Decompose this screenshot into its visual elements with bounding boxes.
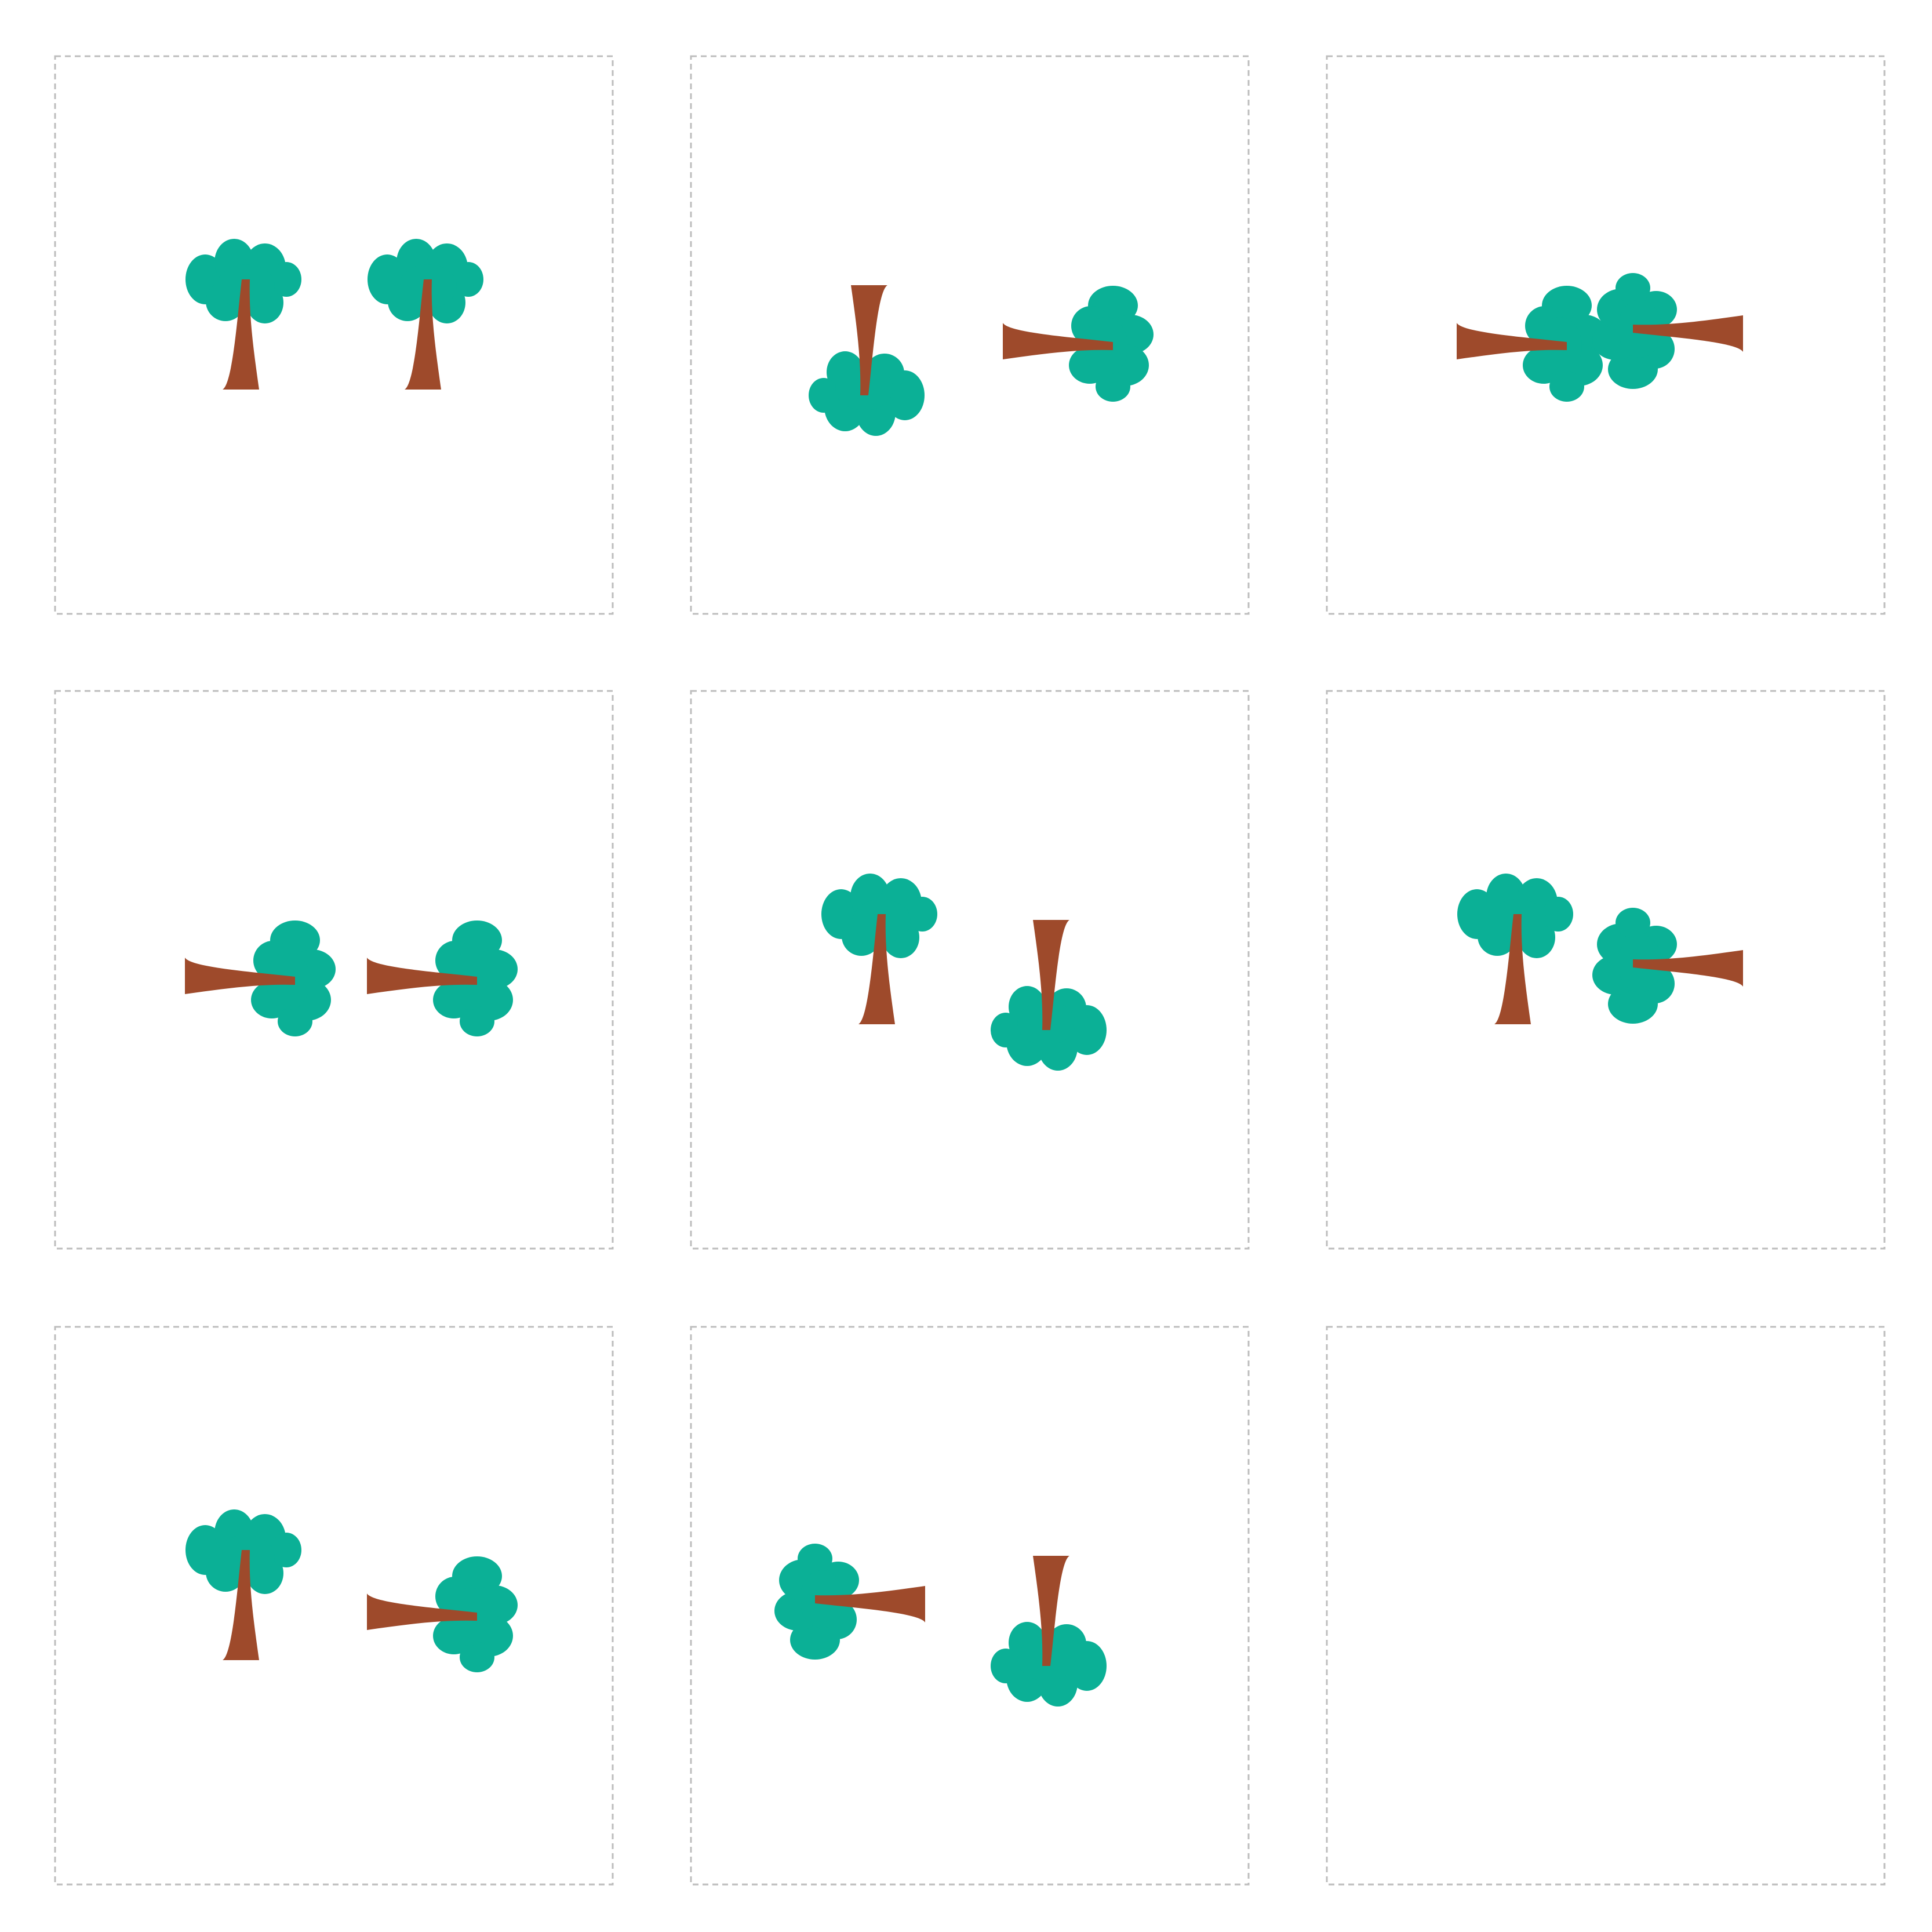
panel-frame <box>690 690 1250 1250</box>
panel-frame <box>54 55 614 615</box>
panel-frame <box>54 1326 614 1886</box>
puzzle-panel-r2-c2 <box>690 690 1250 1250</box>
puzzle-panel-r1-c2 <box>690 55 1250 615</box>
puzzle-panel-r2-c1 <box>54 690 614 1250</box>
panel-frame <box>690 55 1250 615</box>
puzzle-panel-r1-c3 <box>1326 55 1886 615</box>
puzzle-panel-r1-c1 <box>54 55 614 615</box>
puzzle-panel-r3-c3 <box>1326 1326 1886 1886</box>
empty-answer-panel <box>1326 1326 1886 1886</box>
puzzle-panel-r2-c3 <box>1326 690 1886 1250</box>
puzzle-panel-r3-c1 <box>54 1326 614 1886</box>
panel-frame <box>690 1326 1250 1886</box>
puzzle-panel-r3-c2 <box>690 1326 1250 1886</box>
